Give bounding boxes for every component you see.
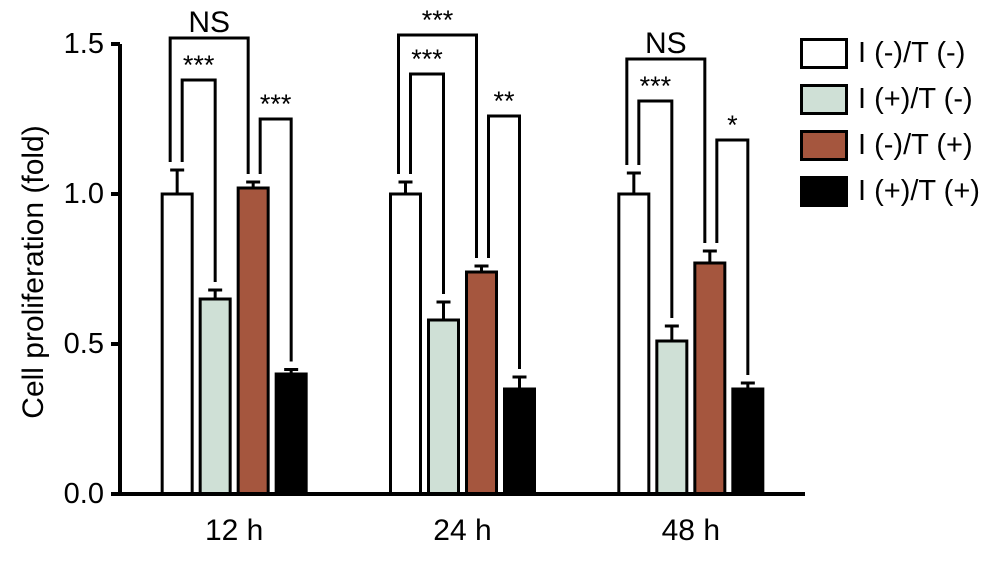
bar [160, 192, 194, 496]
significance-label: NS [645, 27, 687, 60]
legend-swatch [800, 176, 848, 207]
y-tick-label: 1.0 [64, 178, 104, 210]
x-tick-label: 12 h [205, 514, 263, 547]
significance-label: *** [411, 44, 443, 74]
bar [236, 186, 270, 496]
x-tick-label: 48 h [662, 514, 720, 547]
bar [503, 387, 536, 496]
bar [274, 372, 308, 496]
bar [731, 387, 765, 496]
y-axis-label: Cell proliferation (fold) [17, 125, 50, 419]
bar [617, 192, 651, 496]
significance-label: * [727, 110, 738, 140]
significance-label: *** [183, 50, 215, 80]
significance-label: ** [493, 86, 515, 116]
bar [465, 270, 498, 496]
bar [655, 339, 689, 496]
legend-swatch [800, 84, 848, 115]
legend-item: I (-)/T (-) [800, 38, 980, 69]
significance-bracket [715, 138, 750, 375]
significance-bracket [637, 99, 674, 318]
significance-label: NS [188, 6, 230, 39]
significance-bracket [258, 117, 293, 362]
bar [198, 297, 232, 496]
x-tick-label: 24 h [433, 514, 491, 547]
bar [389, 192, 422, 496]
legend-item: I (+)/T (+) [800, 176, 980, 207]
significance-bracket [409, 72, 445, 294]
significance-bracket [397, 33, 478, 258]
y-tick-label: 1.5 [64, 28, 104, 60]
legend-label: I (+)/T (-) [858, 83, 973, 115]
significance-label: *** [422, 5, 454, 35]
legend: I (-)/T (-) I (+)/T (-) I (-)/T (+) I (+)/T… [800, 38, 980, 222]
y-tick-label: 0.0 [64, 478, 104, 510]
legend-swatch [800, 38, 848, 69]
legend-swatch [800, 130, 848, 161]
legend-label: I (-)/T (-) [858, 37, 966, 69]
significance-bracket [625, 57, 707, 243]
legend-item: I (+)/T (-) [800, 84, 980, 115]
significance-label: *** [640, 71, 672, 101]
y-tick-label: 0.5 [64, 328, 104, 360]
significance-label: *** [260, 89, 292, 119]
bar [427, 318, 460, 496]
legend-label: I (+)/T (+) [858, 175, 980, 207]
significance-bracket [168, 36, 250, 174]
legend-label: I (-)/T (+) [858, 129, 973, 161]
bar [693, 261, 727, 496]
legend-item: I (-)/T (+) [800, 130, 980, 161]
significance-bracket [487, 114, 521, 369]
significance-bracket [180, 78, 217, 282]
